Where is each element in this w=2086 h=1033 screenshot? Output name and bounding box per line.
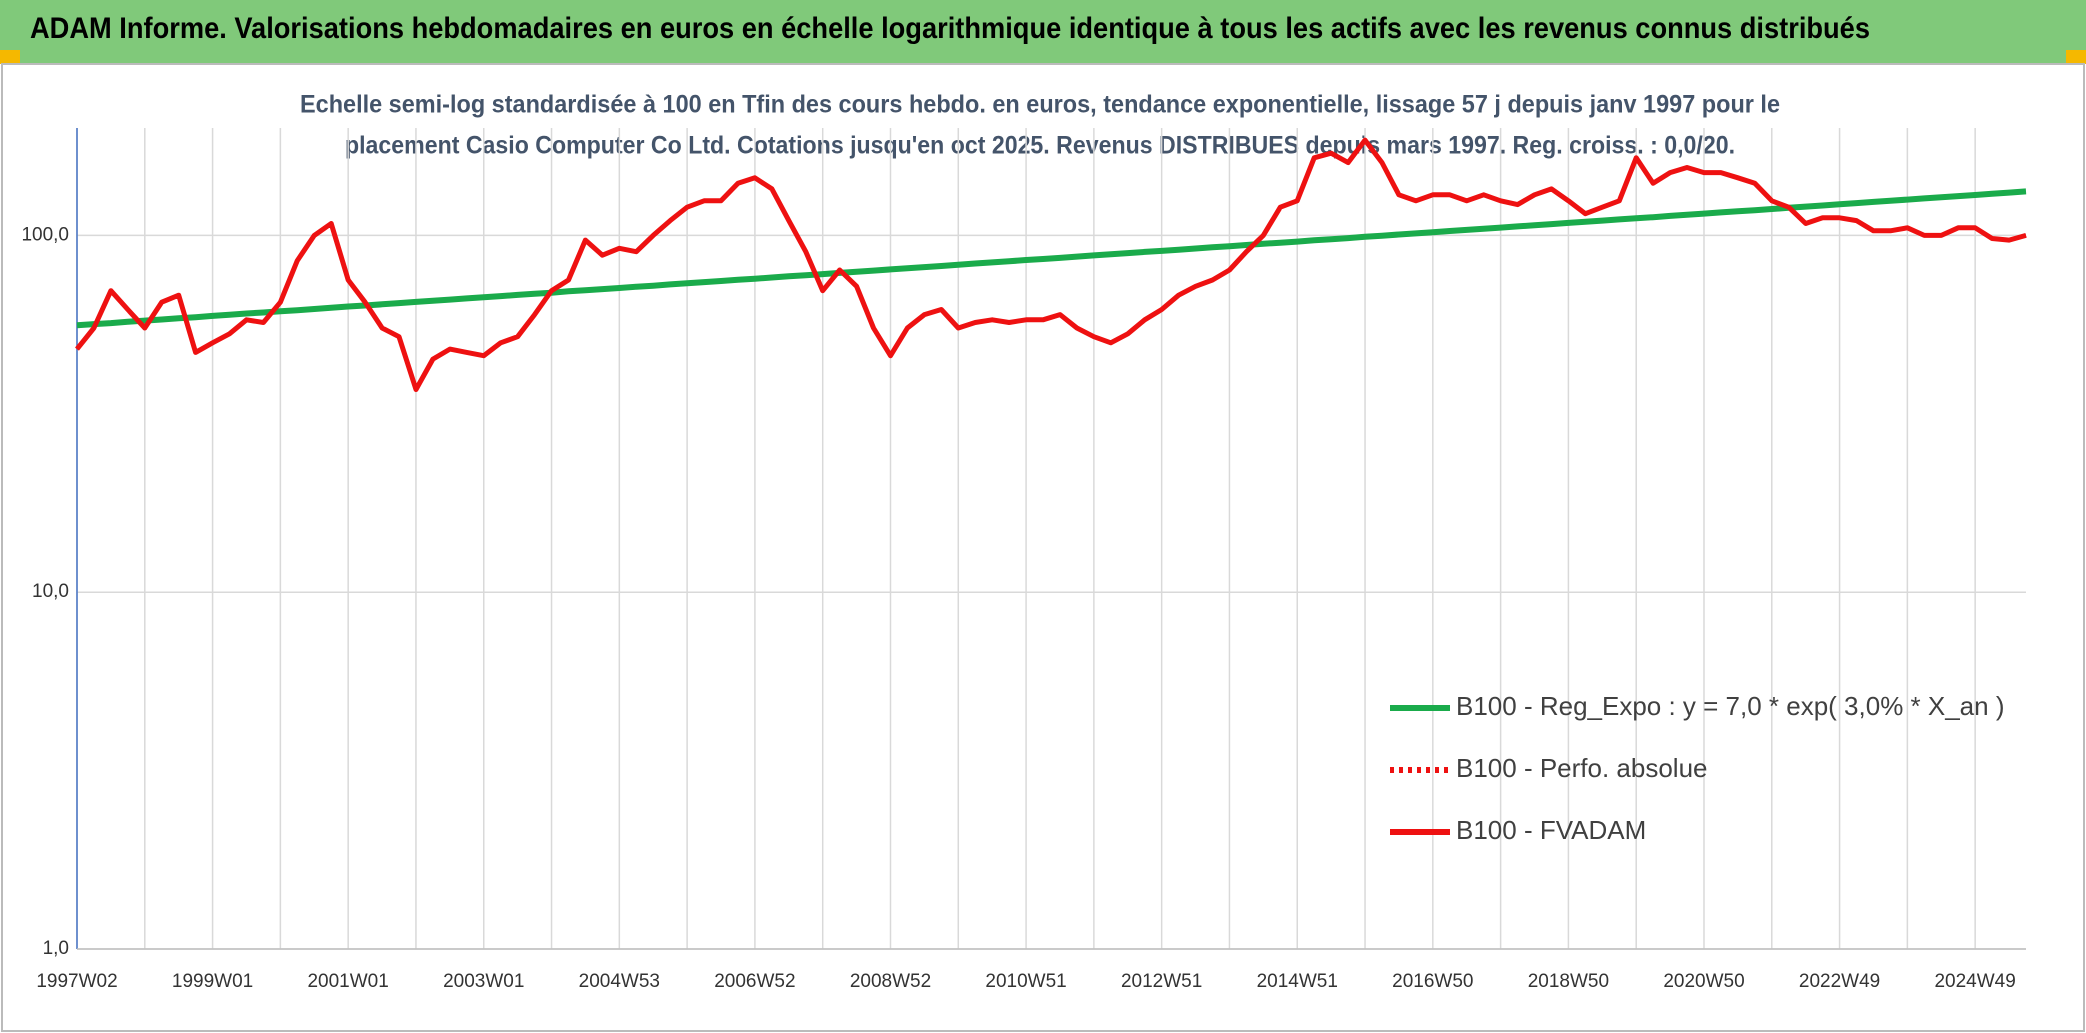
x-tick-label: 2012W51 — [1121, 971, 1202, 992]
corner-mark — [0, 50, 20, 64]
chart-subtitle: Echelle semi-log standardisée à 100 en T… — [300, 91, 1780, 119]
x-tick-label: 2010W51 — [985, 971, 1066, 992]
x-tick-label: 2004W53 — [579, 971, 660, 992]
legend-label: B100 - Perfo. absolue — [1456, 753, 1708, 783]
legend-label: B100 - Reg_Expo : y = 7,0 * exp( 3,0% * … — [1456, 691, 2005, 721]
header-bar — [0, 0, 2086, 64]
x-tick-label: 2001W01 — [307, 971, 388, 992]
corner-mark — [2066, 50, 2086, 64]
series-line — [76, 188, 2027, 329]
x-tick-label: 2006W52 — [714, 971, 795, 992]
y-tick-label: 1,0 — [43, 938, 69, 959]
x-tick-label: 1997W02 — [36, 971, 117, 992]
x-tick-label: 2018W50 — [1528, 971, 1609, 992]
x-tick-label: 2016W50 — [1392, 971, 1473, 992]
x-tick-label: 2003W01 — [443, 971, 524, 992]
y-tick-label: 10,0 — [32, 581, 69, 602]
legend-label: B100 - FVADAM — [1456, 815, 1646, 845]
x-tick-label: 2014W51 — [1257, 971, 1338, 992]
x-tick-label: 2020W50 — [1663, 971, 1744, 992]
y-tick-label: 100,0 — [21, 224, 69, 245]
series-line — [75, 137, 2027, 392]
x-tick-label: 2022W49 — [1799, 971, 1880, 992]
x-tick-label: 2024W49 — [1934, 971, 2015, 992]
x-tick-label: 2008W52 — [850, 971, 931, 992]
chart-frame — [1, 63, 2085, 1032]
page-title: ADAM Informe. Valorisations hebdomadaire… — [30, 12, 1870, 45]
chart-subtitle: placement Casio Computer Co Ltd. Cotatio… — [345, 132, 1735, 160]
x-tick-label: 1999W01 — [172, 971, 253, 992]
